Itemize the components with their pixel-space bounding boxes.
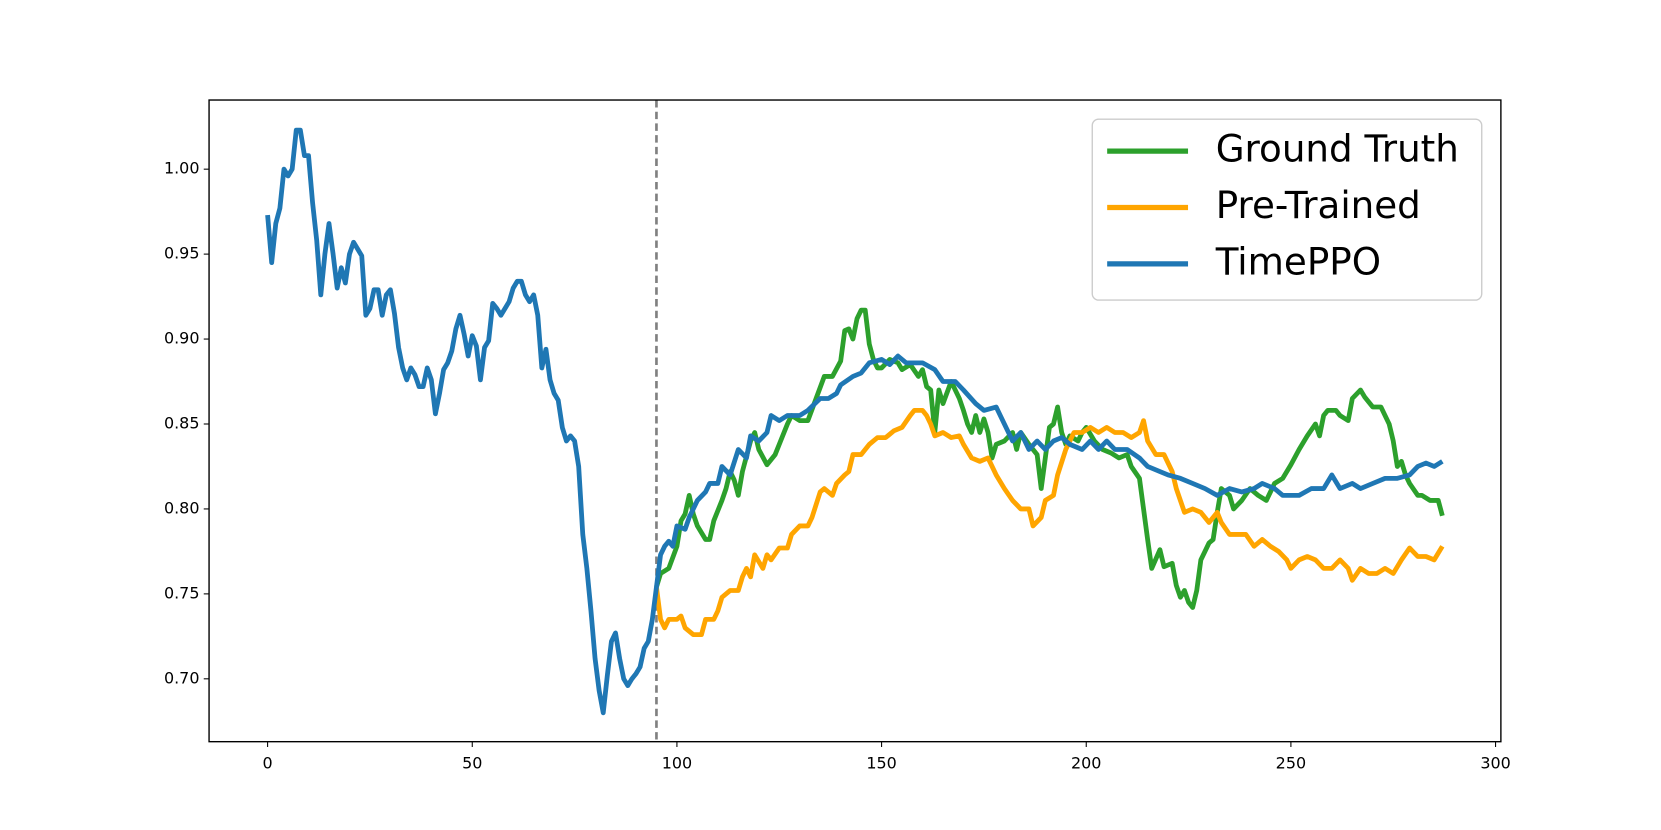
x-tick-label: 100 bbox=[662, 754, 692, 773]
legend-label: Pre-Trained bbox=[1216, 183, 1421, 227]
series-line bbox=[654, 408, 1445, 638]
y-tick-label: 0.85 bbox=[164, 413, 200, 432]
y-tick-label: 0.90 bbox=[164, 329, 200, 348]
y-tick-label: 0.75 bbox=[164, 583, 200, 602]
x-tick-label: 200 bbox=[1071, 754, 1101, 773]
legend-label: Ground Truth bbox=[1216, 127, 1459, 171]
axes-frame bbox=[208, 99, 1502, 743]
legend-box bbox=[1091, 118, 1483, 301]
y-tick-label: 1.00 bbox=[164, 159, 200, 178]
x-tick-label: 300 bbox=[1480, 754, 1510, 773]
series-line bbox=[654, 307, 1445, 610]
series-line bbox=[265, 127, 1444, 716]
y-tick-label: 0.80 bbox=[164, 498, 200, 517]
x-tick-label: 150 bbox=[866, 754, 896, 773]
x-tick-label: 0 bbox=[263, 754, 273, 773]
y-tick-label: 0.95 bbox=[164, 244, 200, 263]
x-tick-label: 50 bbox=[462, 754, 482, 773]
legend-label: TimePPO bbox=[1215, 239, 1381, 283]
y-tick-label: 0.70 bbox=[164, 668, 200, 687]
x-tick-label: 250 bbox=[1276, 754, 1306, 773]
